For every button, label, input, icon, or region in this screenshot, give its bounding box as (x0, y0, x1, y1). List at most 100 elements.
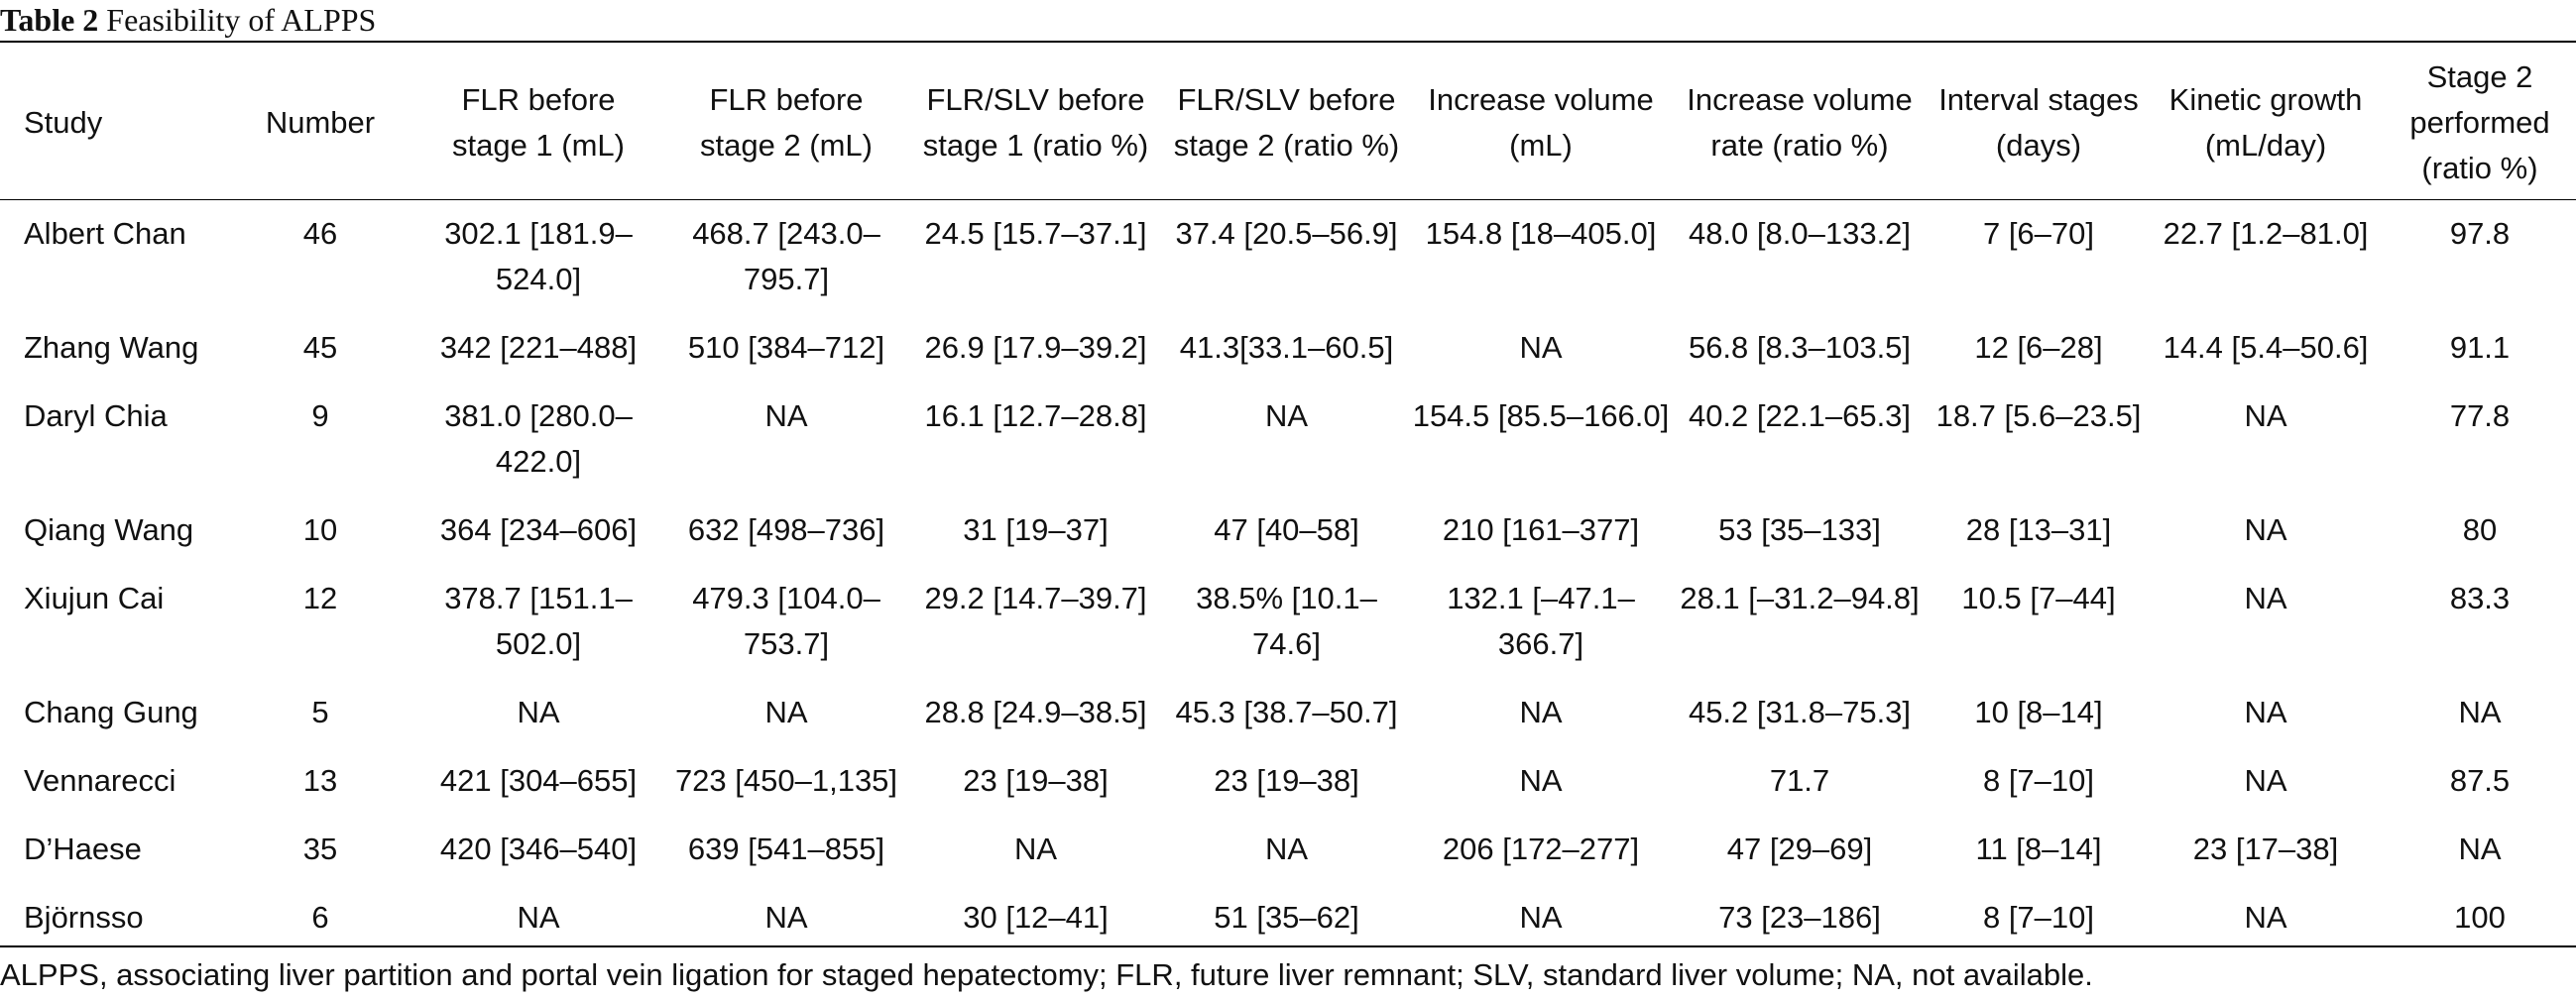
column-header-flr-stage1: FLR before stage 1 (mL) (414, 43, 662, 199)
cell-line: 38.5% [10.1– (1196, 581, 1377, 615)
table-caption-label: Table 2 (0, 2, 99, 38)
table-caption-title: Feasibility of ALPPS (106, 2, 377, 38)
cell-increase-rate: 40.2 [22.1–65.3] (1688, 398, 1912, 433)
cell-interval-stages: 7 [6–70] (1982, 216, 2095, 251)
cell-stage2-performed: 77.8 (2449, 398, 2511, 433)
table-header-row: Study Number FLR before stage 1 (mL) FLR … (0, 43, 2576, 199)
cell-line: 502.0] (495, 626, 582, 661)
header-line: FLR/SLV before (926, 82, 1145, 117)
cell-flr-slv-stage1: 24.5 [15.7–37.1] (924, 216, 1147, 251)
cell-number: 9 (311, 398, 329, 433)
cell-number: 35 (302, 832, 338, 866)
column-header-kinetic-growth: Kinetic growth (mL/day) (2148, 43, 2384, 199)
cell-increase-volume: 154.8 [18–405.0] (1425, 216, 1657, 251)
table-row: D’Haese 35 420 [346–540] 639 [541–855] N… (0, 815, 2576, 883)
header-line: stage 1 (ratio %) (922, 128, 1149, 163)
cell-number: 10 (302, 512, 338, 547)
table-row: Xiujun Cai 12 378.7 [151.1– 502.0] 479.3 … (0, 564, 2576, 678)
cell-flr-stage2: 639 [541–855] (687, 832, 885, 866)
cell-study: Zhang Wang (24, 330, 199, 365)
header-line: (ratio %) (2421, 151, 2538, 185)
cell-flr-stage1: NA (517, 900, 560, 935)
cell-kinetic-growth: NA (2244, 398, 2287, 433)
cell-flr-slv-stage2: 37.4 [20.5–56.9] (1175, 216, 1398, 251)
cell-kinetic-growth: NA (2244, 900, 2287, 935)
cell-flr-stage2: 468.7 [243.0– 795.7] (662, 199, 910, 313)
cell-increase-rate: 28.1 [–31.2–94.8] (1680, 581, 1920, 615)
cell-flr-slv-stage1: 29.2 [14.7–39.7] (924, 581, 1147, 615)
cell-increase-volume: 154.5 [85.5–166.0] (1412, 398, 1670, 433)
header-line: FLR before (709, 82, 864, 117)
column-header-number: Number (226, 43, 414, 199)
header-line: Stage 2 (2426, 59, 2533, 94)
table-row: Daryl Chia 9 381.0 [280.0– 422.0] NA 16.1… (0, 382, 2576, 496)
header-line: Study (24, 105, 103, 140)
cell-flr-stage1: 342 [221–488] (439, 330, 638, 365)
cell-increase-rate: 45.2 [31.8–75.3] (1688, 695, 1912, 729)
cell-study: Björnsso (24, 900, 144, 935)
header-line: stage 2 (mL) (699, 128, 873, 163)
cell-flr-stage1: 421 [304–655] (439, 763, 638, 798)
cell-kinetic-growth: 22.7 [1.2–81.0] (2163, 216, 2369, 251)
column-header-flr-slv-stage2: FLR/SLV before stage 2 (ratio %) (1161, 43, 1412, 199)
cell-stage2-performed: 80 (2462, 512, 2498, 547)
column-header-increase-rate: Increase volume rate (ratio %) (1670, 43, 1930, 199)
table-row: Albert Chan 46 302.1 [181.9– 524.0] 468.7… (0, 199, 2576, 313)
table-row: Qiang Wang 10 364 [234–606] 632 [498–736… (0, 496, 2576, 564)
cell-study: Xiujun Cai (24, 581, 165, 615)
feasibility-table: Study Number FLR before stage 1 (mL) FLR … (0, 43, 2576, 951)
header-line: Kinetic growth (2168, 82, 2363, 117)
cell-flr-slv-stage2: 38.5% [10.1– 74.6] (1161, 564, 1412, 678)
cell-number: 46 (302, 216, 338, 251)
cell-flr-slv-stage2: NA (1264, 832, 1309, 866)
cell-flr-slv-stage1: 30 [12–41] (963, 900, 1109, 935)
column-header-study: Study (0, 43, 226, 199)
cell-flr-stage1: NA (517, 695, 560, 729)
cell-increase-volume: NA (1519, 695, 1563, 729)
cell-increase-rate: 53 [35–133] (1718, 512, 1881, 547)
header-line: Number (265, 105, 376, 140)
cell-line: 378.7 [151.1– (444, 581, 633, 615)
cell-flr-slv-stage2: 45.3 [38.7–50.7] (1175, 695, 1398, 729)
cell-stage2-performed: 100 (2454, 900, 2506, 935)
cell-line: 74.6] (1252, 626, 1321, 661)
table-row: Zhang Wang 45 342 [221–488] 510 [384–712… (0, 313, 2576, 382)
cell-flr-slv-stage2: 23 [19–38] (1214, 763, 1359, 798)
table-row: Chang Gung 5 NA NA 28.8 [24.9–38.5] 45.3… (0, 678, 2576, 746)
cell-flr-slv-stage1: NA (1013, 832, 1058, 866)
cell-kinetic-growth: NA (2244, 512, 2287, 547)
table-footnote: ALPPS, associating liver partition and p… (0, 957, 2093, 992)
cell-line: 479.3 [104.0– (692, 581, 880, 615)
cell-line: 302.1 [181.9– (444, 216, 633, 251)
cell-flr-stage1: 378.7 [151.1– 502.0] (414, 564, 662, 678)
cell-interval-stages: 11 [8–14] (1975, 832, 2102, 866)
cell-increase-volume: NA (1519, 330, 1563, 365)
cell-study: Albert Chan (24, 216, 186, 251)
header-line: performed (2409, 105, 2550, 140)
cell-interval-stages: 18.7 [5.6–23.5] (1935, 398, 2142, 433)
cell-line: 381.0 [280.0– (444, 398, 633, 433)
cell-increase-rate: 71.7 (1769, 763, 1830, 798)
header-line: stage 1 (mL) (451, 128, 625, 163)
header-line: Increase volume (1428, 82, 1654, 117)
cell-flr-slv-stage2: 47 [40–58] (1214, 512, 1359, 547)
cell-study: Chang Gung (24, 695, 198, 729)
cell-flr-stage2: NA (764, 695, 808, 729)
cell-number: 12 (302, 581, 338, 615)
cell-kinetic-growth: NA (2244, 763, 2287, 798)
cell-flr-stage2: 632 [498–736] (687, 512, 885, 547)
cell-interval-stages: 8 [7–10] (1982, 763, 2095, 798)
cell-line: 468.7 [243.0– (692, 216, 880, 251)
cell-stage2-performed: 91.1 (2449, 330, 2511, 365)
cell-flr-stage2: 479.3 [104.0– 753.7] (662, 564, 910, 678)
header-line: (mL) (1509, 128, 1573, 163)
cell-interval-stages: 12 [6–28] (1974, 330, 2103, 365)
cell-interval-stages: 8 [7–10] (1982, 900, 2095, 935)
table-caption: Table 2 Feasibility of ALPPS (0, 0, 376, 40)
cell-increase-volume: 210 [161–377] (1442, 512, 1640, 547)
column-header-stage2-performed: Stage 2 performed (ratio %) (2384, 43, 2576, 199)
cell-flr-slv-stage1: 28.8 [24.9–38.5] (924, 695, 1147, 729)
cell-line: 524.0] (495, 262, 582, 296)
cell-stage2-performed: 97.8 (2449, 216, 2511, 251)
cell-flr-stage1: 302.1 [181.9– 524.0] (414, 199, 662, 313)
